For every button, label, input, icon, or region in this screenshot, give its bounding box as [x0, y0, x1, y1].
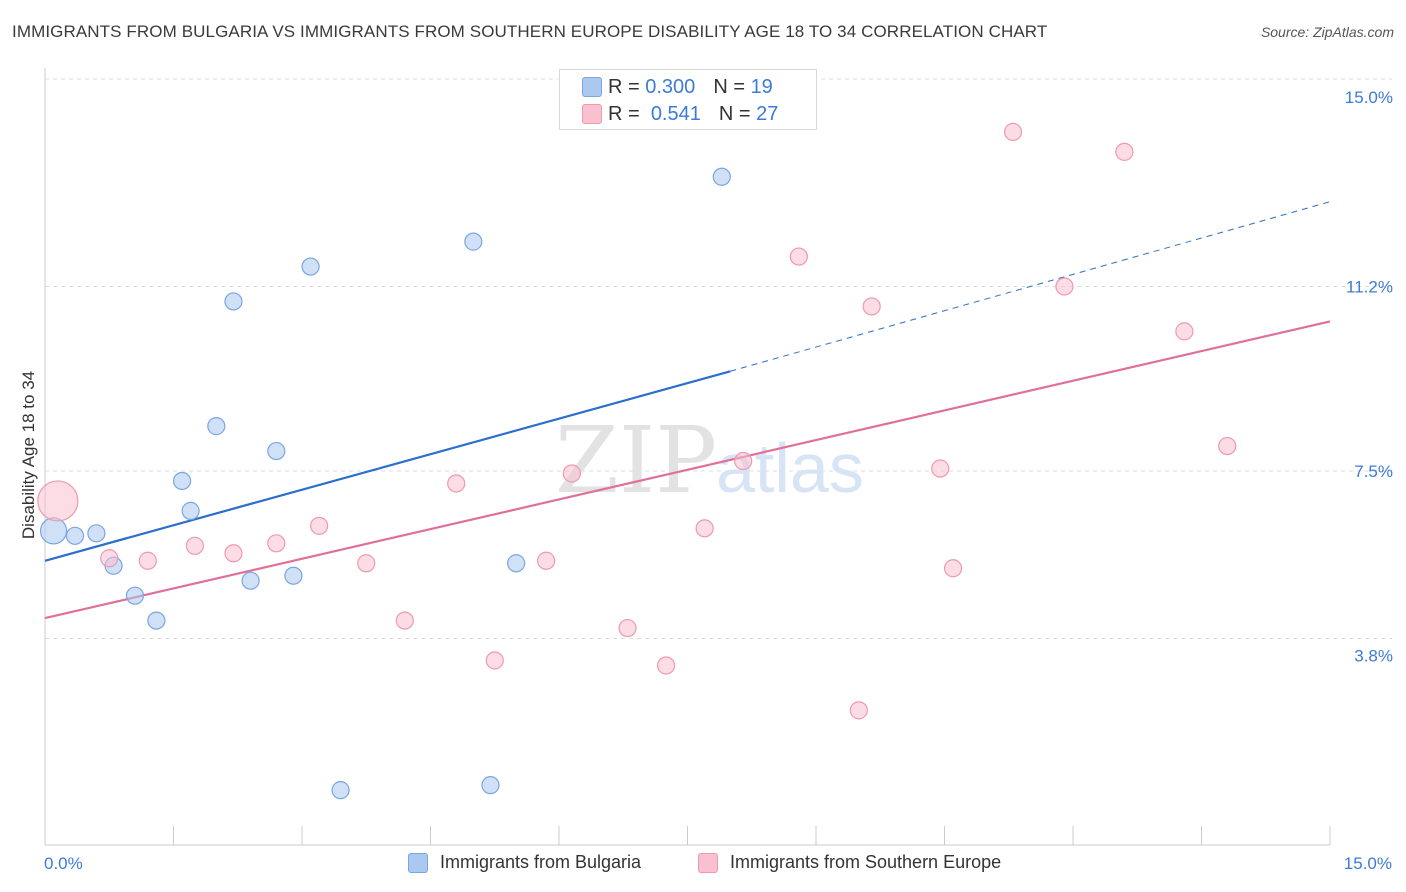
data-point [331, 781, 350, 800]
data-point [656, 656, 676, 675]
data-point [39, 517, 68, 545]
r-label: R = [608, 75, 640, 98]
y-axis-label: Disability Age 18 to 34 [19, 371, 38, 539]
trend-line [44, 320, 1331, 620]
legend-swatch-bulgaria [408, 852, 428, 873]
data-point [357, 554, 376, 573]
data-point [100, 549, 119, 568]
y-tick-label: 7.5% [1354, 462, 1393, 481]
data-point [125, 586, 145, 605]
chart-title: IMMIGRANTS FROM BULGARIA VS IMMIGRANTS F… [12, 22, 1048, 41]
data-point [1003, 122, 1023, 142]
data-point [562, 464, 581, 483]
n-value: 19 [750, 75, 773, 98]
data-point [734, 451, 753, 471]
data-point [301, 257, 320, 276]
data-point [485, 651, 504, 670]
legend-label-southern-europe: Immigrants from Southern Europe [730, 852, 1002, 872]
data-point [87, 524, 106, 543]
data-point [789, 247, 808, 266]
n-label: N = [718, 102, 751, 125]
data-point [447, 474, 466, 493]
data-point [224, 544, 243, 563]
data-point [172, 471, 192, 491]
y-tick-label: 15.0% [1345, 88, 1393, 107]
data-point [207, 417, 226, 436]
r-value: 0.541 [650, 102, 701, 125]
data-point [1175, 322, 1194, 341]
legend-swatch-southern-europe [698, 852, 718, 873]
data-point [267, 534, 286, 553]
data-point [241, 571, 260, 590]
watermark: ZIP atlas [555, 407, 864, 514]
data-point [395, 611, 414, 630]
legend-item-bulgaria[interactable]: Immigrants from Bulgaria [408, 852, 641, 873]
y-tick-label: 11.2% [1346, 277, 1393, 296]
data-point [224, 292, 243, 311]
data-point [507, 554, 526, 573]
data-point [931, 459, 950, 478]
data-point [284, 566, 303, 585]
series-legend: Immigrants from Bulgaria Immigrants from… [0, 852, 1406, 878]
trend-line [44, 370, 731, 562]
stats-legend: R = 0.300 N = 19 R = 0.541 N = 27 [559, 69, 817, 130]
data-point [37, 480, 79, 522]
data-points [37, 122, 1237, 800]
data-point [185, 536, 205, 555]
gridlines [45, 78, 1392, 640]
data-point [181, 501, 200, 520]
y-tick-label: 3.8% [1354, 647, 1393, 666]
data-point [138, 551, 157, 570]
stats-row-bulgaria: R = 0.300 N = 19 [582, 75, 773, 99]
data-point [1055, 277, 1074, 296]
data-point [618, 618, 637, 638]
n-label: N = [713, 75, 745, 98]
x-tick-label: 15.0% [1344, 854, 1392, 873]
r-label: R = [608, 102, 640, 125]
n-value: 27 [756, 102, 779, 125]
data-point [310, 516, 329, 535]
trend-line-extension [730, 201, 1331, 372]
legend-label-bulgaria: Immigrants from Bulgaria [440, 852, 642, 872]
data-point [267, 441, 286, 461]
data-point [712, 167, 731, 186]
data-point [147, 611, 166, 630]
data-point [849, 701, 868, 720]
stats-row-southern-europe: R = 0.541 N = 27 [582, 102, 779, 126]
axes [44, 68, 1331, 846]
source-label: Source: ZipAtlas.com [1260, 24, 1394, 40]
data-point [464, 232, 483, 251]
legend-item-southern-europe[interactable]: Immigrants from Southern Europe [698, 852, 1001, 873]
tick-labels: 3.8% 7.5% 11.2% 15.0% 0.0% 15.0% [44, 88, 1393, 873]
watermark-zip: ZIP [555, 407, 717, 514]
data-point [1115, 142, 1134, 161]
data-point [65, 526, 85, 545]
data-point [481, 776, 500, 795]
stats-swatch-southern-europe [582, 104, 602, 124]
data-point [943, 559, 963, 578]
r-value: 0.300 [645, 75, 696, 98]
data-point [1218, 436, 1237, 456]
data-point [695, 519, 714, 538]
x-tick-label: 0.0% [44, 854, 83, 873]
trend-lines [44, 201, 1331, 620]
data-point [537, 551, 556, 570]
data-point [862, 297, 881, 316]
stats-swatch-bulgaria [582, 77, 602, 97]
